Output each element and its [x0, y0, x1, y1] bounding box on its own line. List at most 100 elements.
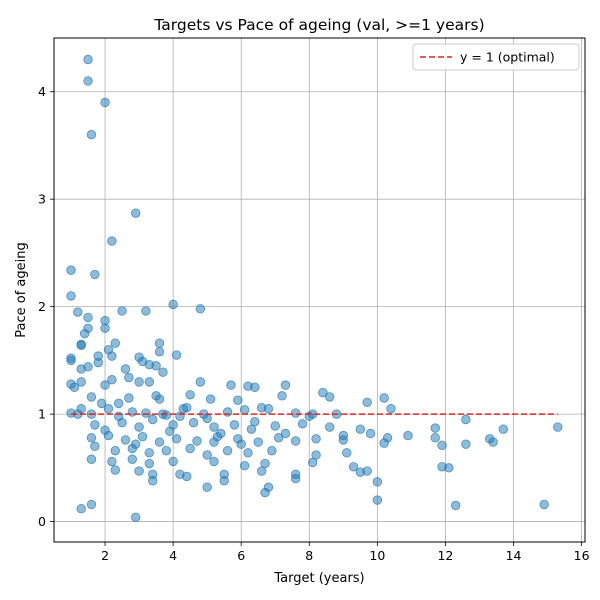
data-point [355, 424, 366, 434]
data-point [103, 430, 114, 441]
data-points [66, 54, 563, 522]
x-tick-label: 4 [169, 548, 177, 563]
data-point [372, 495, 383, 505]
data-point [290, 408, 301, 418]
data-point [154, 347, 165, 357]
y-tick-label: 4 [38, 84, 46, 99]
data-point [107, 236, 117, 246]
data-point [66, 355, 76, 366]
data-point [83, 312, 93, 323]
data-point [307, 457, 318, 468]
data-point [127, 454, 137, 464]
data-point [161, 445, 172, 456]
data-point [430, 433, 440, 443]
y-axis-label: Pace of ageing [14, 242, 29, 337]
data-point [76, 404, 86, 414]
data-point [79, 328, 90, 339]
data-point [216, 428, 226, 439]
data-point [117, 418, 127, 428]
data-point [76, 340, 86, 351]
data-point [151, 391, 161, 401]
data-point [144, 458, 155, 469]
data-point [171, 434, 182, 444]
data-point [100, 97, 110, 108]
data-point [86, 433, 97, 443]
data-point [141, 408, 151, 418]
data-point [192, 436, 202, 446]
data-point [130, 439, 141, 449]
data-point [124, 393, 134, 403]
data-point [209, 456, 219, 467]
data-point [165, 426, 175, 437]
data-point [182, 471, 192, 482]
data-point [195, 304, 206, 314]
data-point [243, 448, 253, 458]
y-tick-label: 0 [38, 514, 46, 529]
data-point [379, 438, 389, 448]
data-point [379, 393, 389, 403]
data-point [83, 362, 93, 372]
data-point [120, 435, 131, 445]
data-point [83, 54, 93, 65]
data-point [256, 402, 267, 413]
data-point [137, 431, 148, 442]
legend-label-reference-line: y = 1 (optimal) [460, 50, 555, 65]
data-point [76, 377, 86, 387]
data-point [372, 477, 383, 487]
data-point [461, 439, 471, 449]
data-point [110, 338, 120, 348]
data-point [86, 130, 97, 140]
data-point [250, 382, 260, 392]
y-tick-label: 1 [38, 407, 46, 422]
data-point [83, 76, 93, 86]
data-point [130, 208, 141, 218]
data-point [103, 404, 114, 414]
data-point [107, 375, 117, 385]
x-tick-label: 10 [369, 548, 385, 563]
plot-area [54, 38, 585, 542]
data-point [488, 437, 498, 447]
data-point [124, 372, 134, 383]
data-point [110, 445, 120, 456]
data-point [90, 420, 100, 430]
data-point [100, 323, 110, 333]
data-point [86, 499, 97, 510]
data-point [168, 299, 178, 310]
data-point [260, 487, 270, 498]
data-point [73, 307, 83, 317]
x-tick-label: 14 [506, 548, 522, 563]
chart-title: Targets vs Pace of ageing (val, >=1 year… [153, 16, 484, 34]
data-point [148, 476, 158, 486]
data-point [461, 414, 471, 425]
data-point [270, 421, 280, 431]
data-point [120, 364, 131, 374]
data-point [188, 418, 199, 428]
data-point [110, 465, 120, 475]
data-point [253, 437, 263, 447]
x-tick-label: 8 [305, 548, 313, 563]
data-point [280, 428, 291, 439]
data-point [141, 306, 151, 316]
data-point [76, 503, 86, 514]
data-point [273, 433, 284, 443]
data-point [168, 456, 178, 467]
data-point [362, 397, 372, 407]
data-point [113, 398, 124, 409]
data-point [154, 437, 165, 447]
data-point [185, 390, 195, 400]
legend-box [412, 43, 580, 71]
data-point [498, 424, 509, 434]
data-point [96, 398, 107, 409]
data-point [239, 461, 250, 471]
data-point [222, 407, 233, 417]
data-point [246, 424, 257, 434]
data-point [236, 439, 246, 449]
data-point [222, 445, 233, 456]
data-point [144, 377, 155, 387]
data-point [362, 466, 372, 476]
data-point [553, 422, 563, 432]
x-tick-label: 6 [237, 548, 245, 563]
y-tick-label: 3 [38, 192, 46, 207]
x-tick-label: 16 [574, 548, 590, 563]
